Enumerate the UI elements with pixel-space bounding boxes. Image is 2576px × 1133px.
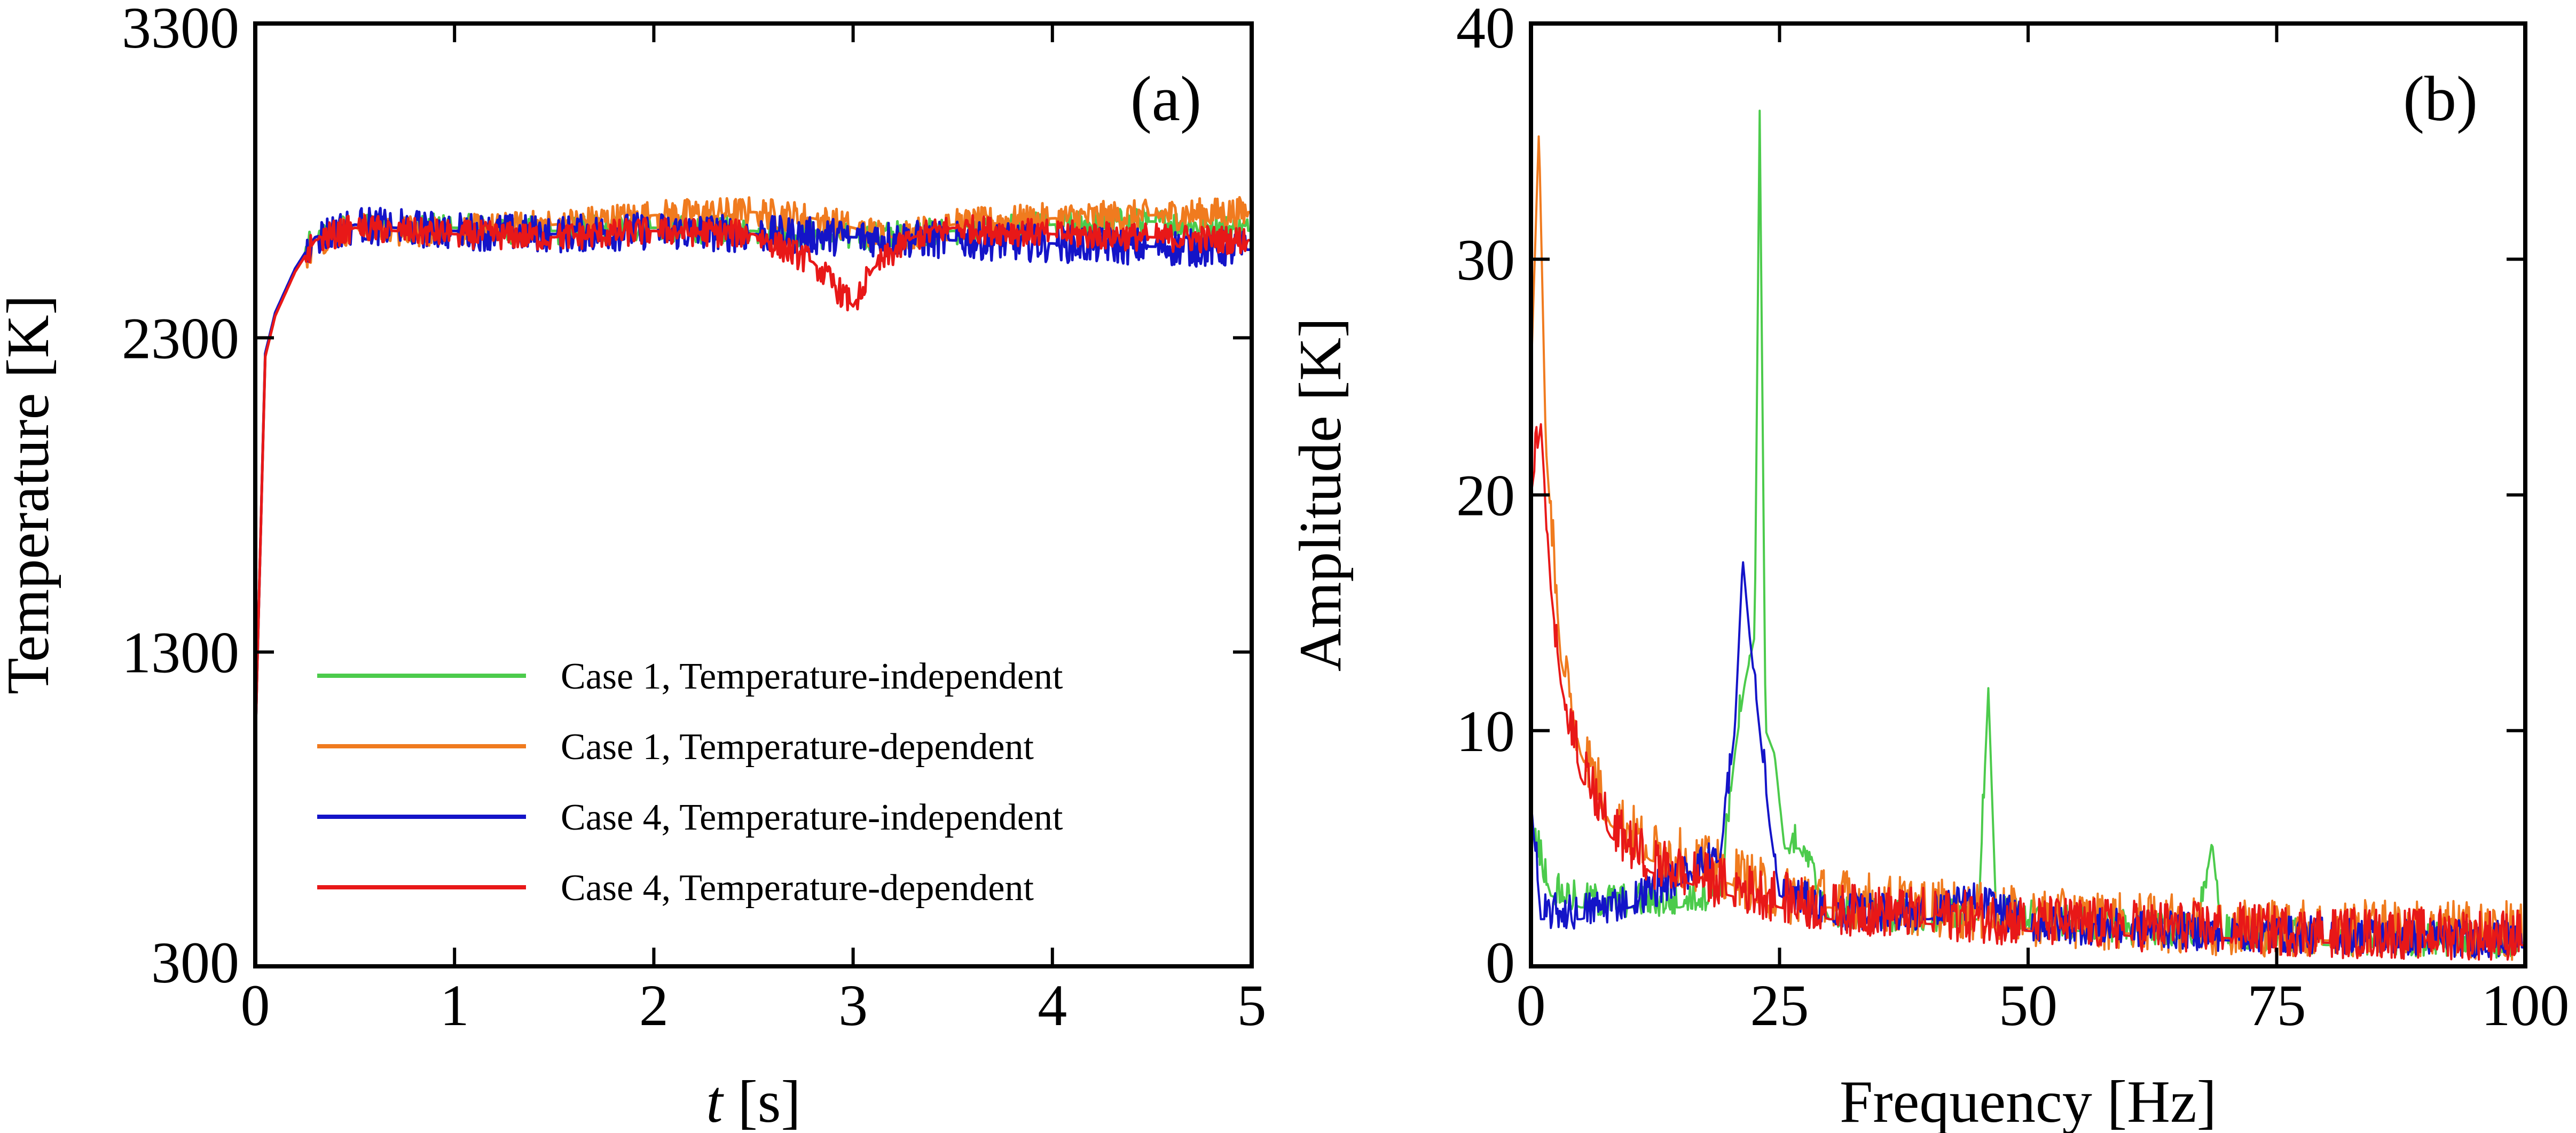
y-tick-label: 30 (1456, 227, 1515, 292)
panel-a-x-axis-label: t [s] (706, 1069, 800, 1133)
y-tick-label: 300 (151, 930, 239, 995)
panel-b-x-axis-label: Frequency [Hz] (1840, 1069, 2217, 1133)
y-tick-label: 0 (1486, 930, 1515, 995)
x-tick-label: 4 (1038, 973, 1067, 1038)
panel-a-series-line-4 (254, 214, 1252, 747)
panel-a-y-axis-label: Temperature [K] (0, 295, 61, 694)
legend-label-1: Case 1, Temperature-independent (561, 656, 1063, 697)
x-tick-label: 100 (2481, 973, 2570, 1038)
panel-b-series-line-3 (1530, 561, 2525, 959)
panel-a-series-group (254, 196, 1252, 747)
y-tick-label: 2300 (122, 306, 239, 371)
y-tick-label: 40 (1456, 0, 1515, 60)
y-tick-label: 10 (1456, 699, 1515, 764)
x-tick-label: 25 (1750, 973, 1809, 1038)
panel-b-series-group (1530, 110, 2526, 961)
panel-a-temperature-vs-time: 0 1 2 3 4 5 300 1300 2300 3300 (a) Temperature [K… (0, 0, 1267, 1133)
panel-b-y-axis-label: Amplitude [K] (1287, 318, 1354, 672)
y-tick-label: 20 (1456, 463, 1515, 528)
panel-a-legend: Case 1, Temperature-independent Case 1, T… (317, 656, 1063, 909)
panel-a-x-axis-label-var: t (706, 1069, 724, 1133)
panel-b-series-line-4 (1530, 423, 2525, 961)
panel-a-label: (a) (1130, 63, 1201, 134)
x-tick-label: 0 (241, 973, 270, 1038)
y-tick-label: 1300 (122, 620, 239, 685)
x-tick-label: 75 (2248, 973, 2306, 1038)
panel-a-ticks: 0 1 2 3 4 5 300 1300 2300 3300 (122, 0, 1267, 1038)
legend-label-3: Case 4, Temperature-independent (561, 797, 1063, 838)
x-tick-label: 0 (1517, 973, 1546, 1038)
panel-b-frame (1529, 21, 2527, 968)
legend-label-4: Case 4, Temperature-dependent (561, 868, 1034, 909)
x-tick-label: 50 (1999, 973, 2057, 1038)
panel-b-amplitude-vs-frequency: 0 25 50 75 100 0 10 20 30 40 (b) Amplitude [K] Fr… (1287, 0, 2570, 1133)
panel-a-frame (253, 21, 1254, 968)
panel-b-series-line-2 (1530, 135, 2526, 961)
x-tick-label: 2 (639, 973, 669, 1038)
panel-a-x-axis-label-unit: [s] (722, 1069, 800, 1133)
panel-b-label: (b) (2403, 63, 2478, 134)
x-tick-label: 5 (1237, 973, 1267, 1038)
x-tick-label: 3 (838, 973, 868, 1038)
legend-label-2: Case 1, Temperature-dependent (561, 726, 1034, 768)
x-tick-label: 1 (440, 973, 469, 1038)
y-tick-label: 3300 (122, 0, 239, 60)
panel-b-ticks: 0 25 50 75 100 0 10 20 30 40 (1456, 0, 2570, 1038)
